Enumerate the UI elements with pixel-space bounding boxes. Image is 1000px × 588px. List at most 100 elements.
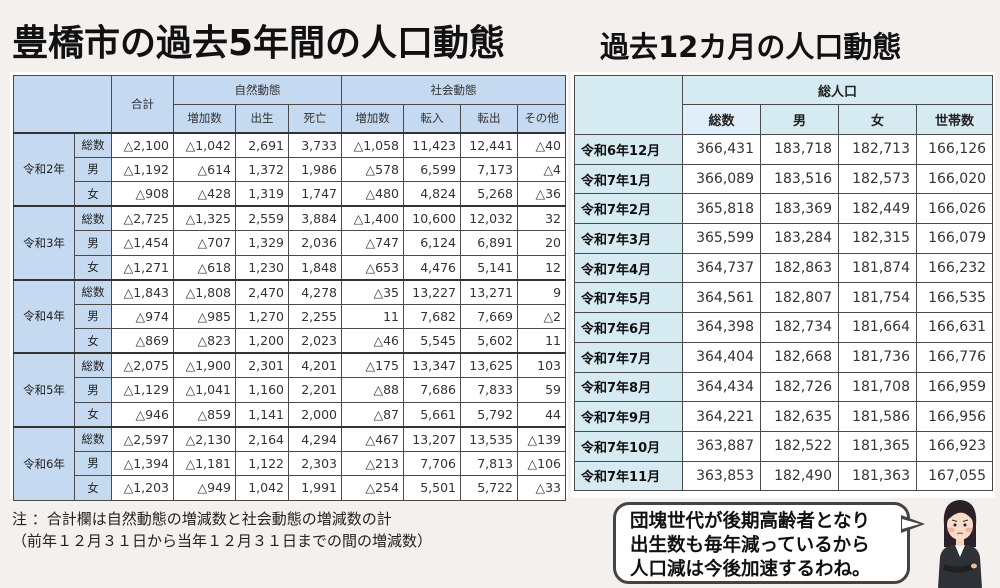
table-cell: △653: [341, 254, 405, 280]
table-cell: 2,000: [287, 401, 343, 427]
table-cell: 166,026: [915, 193, 994, 225]
table-cell: 7,813: [460, 450, 519, 476]
table-cell: 182,573: [838, 163, 917, 195]
table-cell: △175: [341, 352, 405, 378]
month-label: 令和7年2月: [574, 193, 683, 225]
header-births: 出生: [235, 104, 289, 133]
table-cell: 2,691: [235, 131, 289, 158]
table-cell: 181,664: [838, 312, 917, 343]
table-cell: 1,200: [235, 328, 289, 354]
month-label: 令和7年9月: [574, 401, 683, 432]
table-row: 男 △974 △985 1,270 2,255 11 7,682 7,669 △2: [14, 303, 567, 329]
year-label: 令和6年: [13, 425, 75, 501]
header-corner: [13, 75, 112, 133]
header-natural: 自然動態: [172, 75, 343, 105]
table-cell: 182,726: [760, 371, 839, 403]
table-row: 令和7年1月 366,089 183,516 182,573 166,020: [574, 163, 994, 195]
page-title-five-year: 豊橋市の過去5年間の人口動態: [12, 23, 506, 64]
table-cell: 1,991: [287, 475, 343, 501]
table-cell: △36: [517, 181, 567, 207]
header-move-out: 転出: [460, 104, 519, 133]
table-cell: △1,394: [111, 450, 174, 476]
table-cell: 166,535: [915, 282, 994, 314]
table-cell: △823: [173, 328, 236, 354]
table-cell: 5,268: [460, 181, 519, 207]
table-cell: 11,423: [403, 131, 462, 158]
table-cell: △974: [111, 303, 174, 329]
table-cell: 1,848: [287, 254, 343, 280]
table-cell: 5,545: [403, 328, 462, 354]
speech-line-2: 出生数も毎年減っているから: [630, 535, 870, 556]
month-label: 令和7年3月: [574, 223, 683, 254]
table-row: 令和6年12月 366,431 183,718 182,713 166,126: [574, 134, 994, 165]
table-cell: 5,722: [460, 475, 519, 501]
table-cell: △1,041: [173, 377, 236, 403]
month-label: 令和6年12月: [574, 134, 683, 165]
header-total-population: 総人口: [681, 75, 994, 105]
table-cell: 4,824: [403, 181, 462, 207]
table-cell: 7,669: [460, 303, 519, 329]
table-cell: 166,232: [915, 252, 994, 284]
table-row: 令和2年 総数 △2,100 △1,042 2,691 3,733 △1,058 11,423…: [13, 131, 567, 207]
sex-label: 女: [74, 254, 112, 280]
table-cell: △946: [111, 401, 174, 427]
table-cell: 32: [517, 205, 567, 231]
table-cell: 183,516: [760, 163, 839, 195]
monthly-table-panel: 総人口 総数 男 女 世帯数 令和6年12月 366,431 183,718 182,…: [571, 72, 995, 498]
table-row: 女 △908 △428 1,319 1,747 △480 4,824 5,268 △36: [14, 181, 567, 207]
footnote-line-1: 注 ：合計欄は自然動態の増減数と社会動態の増減数の計: [12, 510, 392, 528]
table-cell: 166,956: [915, 401, 994, 432]
table-cell: △46: [341, 328, 405, 354]
table-cell: 6,124: [403, 230, 462, 256]
table-cell: 9: [517, 278, 567, 305]
table-row: 令和6年 総数 △2,597 △2,130 2,164 4,294 △467 13,207 13…: [13, 425, 567, 501]
table-cell: 11: [517, 328, 567, 354]
table-cell: 3,884: [287, 205, 343, 231]
monthly-table-body: 令和6年12月 366,431 183,718 182,713 166,126 令和7年1…: [574, 134, 994, 492]
year-label: 令和5年: [13, 352, 75, 427]
table-cell: △40: [517, 131, 567, 158]
table-cell: 166,126: [915, 134, 994, 165]
footnote-line-2: （前年１２月３１日から当年１２月３１日までの間の増減数）: [12, 532, 433, 550]
table-cell: 5,792: [460, 401, 519, 427]
table-cell: 2,201: [287, 377, 343, 403]
table-row: 令和7年8月 364,434 182,726 181,708 166,959: [574, 371, 994, 403]
table-cell: △1,192: [111, 156, 174, 182]
table-cell: △985: [173, 303, 236, 329]
table-cell: 181,736: [838, 341, 917, 373]
table-cell: 1,986: [287, 156, 343, 182]
table-row: 令和7年11月 363,853 182,490 181,363 167,055: [574, 460, 994, 492]
table-cell: 13,271: [460, 278, 519, 305]
table-cell: △747: [341, 230, 405, 256]
table-cell: △1,042: [173, 131, 236, 158]
year-label: 令和4年: [13, 278, 75, 354]
table-cell: 365,599: [682, 223, 761, 254]
speech-line-3: 人口減は今後加速するわね。: [630, 559, 871, 580]
table-cell: 181,874: [838, 252, 917, 284]
month-label: 令和7年8月: [574, 371, 683, 403]
table-cell: 7,686: [403, 377, 462, 403]
table-cell: 1,141: [235, 401, 289, 427]
table-cell: △1,454: [111, 230, 174, 256]
table-row: 令和7年6月 364,398 182,734 181,664 166,631: [574, 312, 994, 343]
table-cell: 7,173: [460, 156, 519, 182]
table-cell: 182,668: [760, 341, 839, 373]
table-row: 女 △946 △859 1,141 2,000 △87 5,661 5,792 44: [14, 401, 567, 427]
table-cell: △1,808: [173, 278, 236, 305]
table-cell: △2,130: [173, 425, 236, 452]
monthly-population-table: 総人口 総数 男 女 世帯数 令和6年12月 366,431 183,718 182,…: [574, 75, 994, 492]
table-cell: △2,597: [111, 425, 174, 452]
table-cell: 2,255: [287, 303, 343, 329]
table-cell: 183,369: [760, 193, 839, 225]
header-deaths: 死亡: [287, 104, 343, 133]
table-row: 令和7年7月 364,404 182,668 181,736 166,776: [574, 341, 994, 373]
sex-label: 男: [74, 230, 112, 256]
table-cell: 6,599: [403, 156, 462, 182]
month-label: 令和7年7月: [574, 341, 683, 373]
footnote: 注 ：合計欄は自然動態の増減数と社会動態の増減数の計 （前年１２月３１日から当年…: [12, 508, 432, 552]
header-natural-increase: 増加数: [173, 104, 236, 133]
table-cell: △428: [173, 181, 236, 207]
table-cell: 7,706: [403, 450, 462, 476]
year-label: 令和2年: [13, 131, 75, 207]
table-cell: 364,404: [682, 341, 761, 373]
